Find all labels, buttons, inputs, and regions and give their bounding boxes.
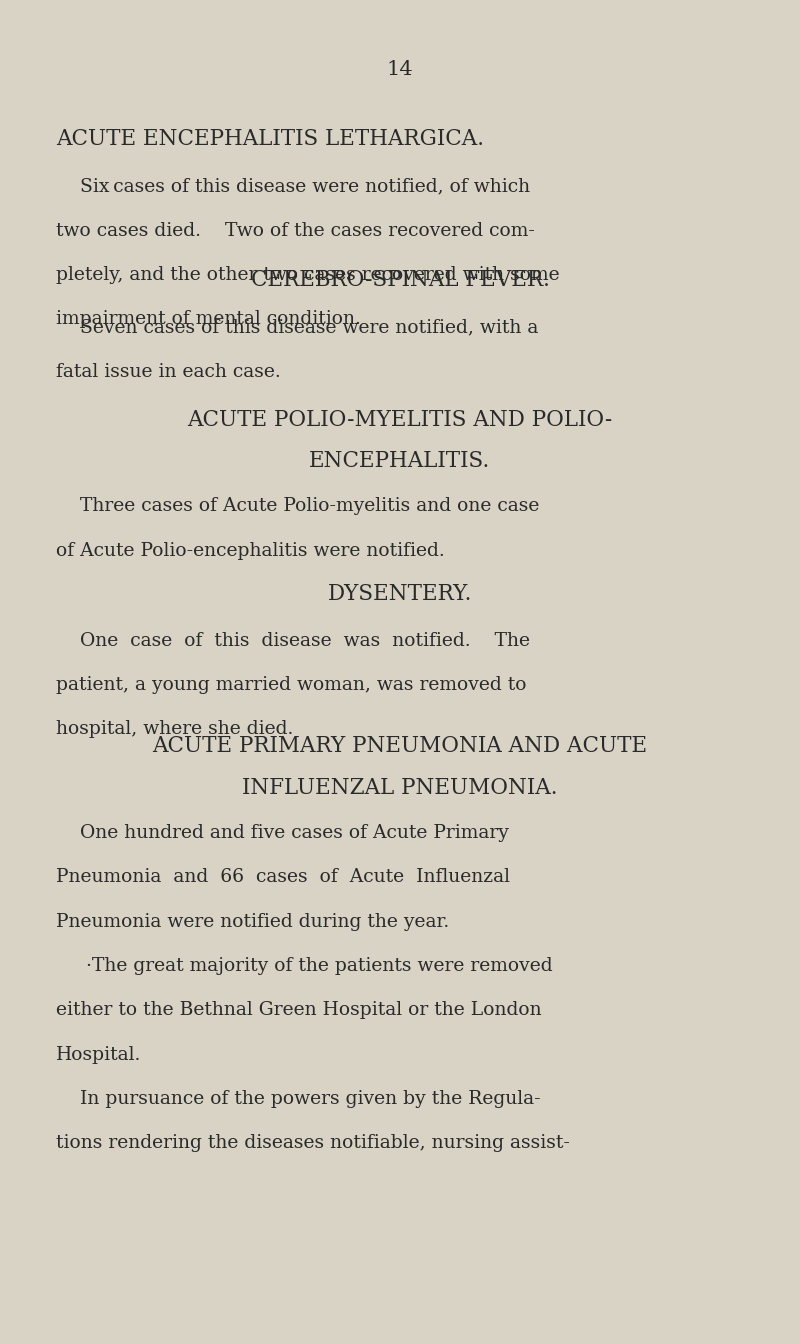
Text: CEREBRO-SPINAL FEVER.: CEREBRO-SPINAL FEVER. <box>250 269 550 290</box>
Text: One hundred and five cases of Acute Primary: One hundred and five cases of Acute Prim… <box>56 824 509 841</box>
Text: Pneumonia  and  66  cases  of  Acute  Influenzal: Pneumonia and 66 cases of Acute Influenz… <box>56 868 510 886</box>
Text: ACUTE POLIO-MYELITIS AND POLIO-: ACUTE POLIO-MYELITIS AND POLIO- <box>187 409 613 430</box>
Text: Three cases of Acute Polio-myelitis and one case: Three cases of Acute Polio-myelitis and … <box>56 497 539 515</box>
Text: fatal issue in each case.: fatal issue in each case. <box>56 363 281 380</box>
Text: ACUTE ENCEPHALITIS LETHARGICA.: ACUTE ENCEPHALITIS LETHARGICA. <box>56 128 484 149</box>
Text: impairment of mental condition.: impairment of mental condition. <box>56 310 361 328</box>
Text: of Acute Polio-encephalitis were notified.: of Acute Polio-encephalitis were notifie… <box>56 542 445 559</box>
Text: 14: 14 <box>386 60 414 79</box>
Text: INFLUENZAL PNEUMONIA.: INFLUENZAL PNEUMONIA. <box>242 777 558 798</box>
Text: ENCEPHALITIS.: ENCEPHALITIS. <box>310 450 490 472</box>
Text: Pneumonia were notified during the year.: Pneumonia were notified during the year. <box>56 913 450 930</box>
Text: hospital, where she died.: hospital, where she died. <box>56 720 294 738</box>
Text: ·The great majority of the patients were removed: ·The great majority of the patients were… <box>56 957 553 974</box>
Text: ACUTE PRIMARY PNEUMONIA AND ACUTE: ACUTE PRIMARY PNEUMONIA AND ACUTE <box>153 735 647 757</box>
Text: patient, a young married woman, was removed to: patient, a young married woman, was remo… <box>56 676 526 694</box>
Text: Seven cases of this disease were notified, with a: Seven cases of this disease were notifie… <box>56 319 538 336</box>
Text: pletely, and the other two cases recovered with some: pletely, and the other two cases recover… <box>56 266 560 284</box>
Text: In pursuance of the powers given by the Regula-: In pursuance of the powers given by the … <box>56 1090 541 1107</box>
Text: One  case  of  this  disease  was  notified.    The: One case of this disease was notified. T… <box>56 632 530 649</box>
Text: two cases died.    Two of the cases recovered com-: two cases died. Two of the cases recover… <box>56 222 535 239</box>
Text: DYSENTERY.: DYSENTERY. <box>328 583 472 605</box>
Text: either to the Bethnal Green Hospital or the London: either to the Bethnal Green Hospital or … <box>56 1001 542 1019</box>
Text: Hospital.: Hospital. <box>56 1046 142 1063</box>
Text: Six cases of this disease were notified, of which: Six cases of this disease were notified,… <box>56 177 530 195</box>
Text: tions rendering the diseases notifiable, nursing assist-: tions rendering the diseases notifiable,… <box>56 1134 570 1152</box>
